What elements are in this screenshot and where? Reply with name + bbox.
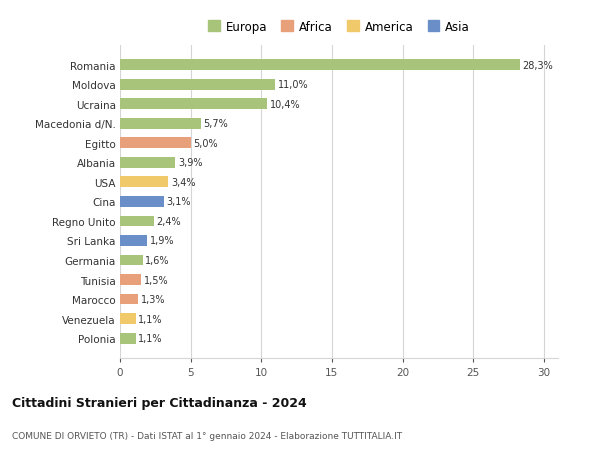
- Bar: [120, 333, 136, 344]
- Text: 3,1%: 3,1%: [167, 197, 191, 207]
- Text: 5,7%: 5,7%: [203, 119, 228, 129]
- Bar: [120, 79, 275, 90]
- Bar: [120, 177, 168, 188]
- Bar: [120, 216, 154, 227]
- Bar: [120, 196, 164, 207]
- Text: 11,0%: 11,0%: [278, 80, 309, 90]
- Bar: [120, 157, 175, 168]
- Text: 28,3%: 28,3%: [523, 61, 553, 70]
- Text: 3,4%: 3,4%: [171, 178, 196, 187]
- Bar: [120, 274, 141, 285]
- Text: 1,1%: 1,1%: [139, 314, 163, 324]
- Text: 1,3%: 1,3%: [141, 295, 166, 304]
- Text: 1,5%: 1,5%: [144, 275, 169, 285]
- Bar: [120, 294, 139, 305]
- Text: 10,4%: 10,4%: [270, 100, 301, 109]
- Bar: [120, 313, 136, 325]
- Bar: [120, 255, 143, 266]
- Bar: [120, 60, 520, 71]
- Legend: Europa, Africa, America, Asia: Europa, Africa, America, Asia: [208, 21, 470, 34]
- Bar: [120, 99, 267, 110]
- Text: 1,6%: 1,6%: [145, 256, 170, 265]
- Text: 5,0%: 5,0%: [193, 139, 218, 148]
- Text: COMUNE DI ORVIETO (TR) - Dati ISTAT al 1° gennaio 2024 - Elaborazione TUTTITALIA: COMUNE DI ORVIETO (TR) - Dati ISTAT al 1…: [12, 431, 402, 440]
- Text: 1,9%: 1,9%: [149, 236, 174, 246]
- Bar: [120, 235, 147, 246]
- Text: 2,4%: 2,4%: [157, 217, 181, 226]
- Text: 1,1%: 1,1%: [139, 334, 163, 343]
- Text: 3,9%: 3,9%: [178, 158, 202, 168]
- Bar: [120, 138, 191, 149]
- Bar: [120, 118, 200, 129]
- Text: Cittadini Stranieri per Cittadinanza - 2024: Cittadini Stranieri per Cittadinanza - 2…: [12, 396, 307, 409]
